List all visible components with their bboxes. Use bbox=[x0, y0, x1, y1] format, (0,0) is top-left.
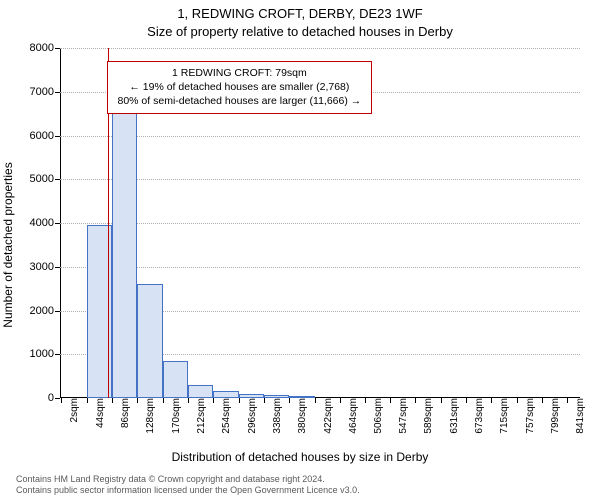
xtick-label: 254sqm bbox=[217, 398, 232, 434]
xtick-label: 631sqm bbox=[445, 398, 460, 434]
ytick-label: 5000 bbox=[30, 173, 60, 185]
gridline-y bbox=[60, 223, 580, 224]
xtick-label: 2sqm bbox=[65, 398, 80, 422]
chart-title: 1, REDWING CROFT, DERBY, DE23 1WF bbox=[0, 6, 600, 21]
ytick-label: 1000 bbox=[30, 348, 60, 360]
xtick-mark bbox=[137, 398, 138, 403]
ytick-label: 2000 bbox=[30, 305, 60, 317]
ytick-label: 3000 bbox=[30, 261, 60, 273]
chart-subtitle: Size of property relative to detached ho… bbox=[0, 24, 600, 39]
xtick-label: 212sqm bbox=[192, 398, 207, 434]
xtick-mark bbox=[340, 398, 341, 403]
xtick-label: 128sqm bbox=[141, 398, 156, 434]
xtick-mark bbox=[213, 398, 214, 403]
histogram-bar bbox=[137, 284, 162, 398]
xtick-mark bbox=[112, 398, 113, 403]
footer-line-1: Contains HM Land Registry data © Crown c… bbox=[16, 474, 325, 484]
xtick-label: 506sqm bbox=[369, 398, 384, 434]
gridline-y bbox=[60, 267, 580, 268]
xtick-label: 296sqm bbox=[243, 398, 258, 434]
xtick-mark bbox=[264, 398, 265, 403]
ytick-label: 6000 bbox=[30, 130, 60, 142]
xtick-mark bbox=[188, 398, 189, 403]
xtick-label: 799sqm bbox=[546, 398, 561, 434]
footer-line-2: Contains public sector information licen… bbox=[16, 485, 360, 495]
histogram-bar bbox=[163, 361, 188, 398]
ytick-label: 8000 bbox=[30, 42, 60, 54]
y-axis-label: Number of detached properties bbox=[1, 162, 15, 327]
xtick-mark bbox=[390, 398, 391, 403]
annotation-line: ← 19% of detached houses are smaller (2,… bbox=[116, 80, 363, 94]
xtick-label: 170sqm bbox=[167, 398, 182, 434]
xtick-label: 715sqm bbox=[495, 398, 510, 434]
histogram-bar bbox=[188, 385, 213, 398]
footer-attribution: Contains HM Land Registry data © Crown c… bbox=[16, 474, 592, 497]
gridline-y bbox=[60, 48, 580, 49]
xtick-mark bbox=[239, 398, 240, 403]
xtick-mark bbox=[441, 398, 442, 403]
xtick-label: 44sqm bbox=[91, 398, 106, 428]
xtick-label: 380sqm bbox=[293, 398, 308, 434]
xtick-mark bbox=[466, 398, 467, 403]
annotation-line: 80% of semi-detached houses are larger (… bbox=[116, 94, 363, 108]
xtick-label: 841sqm bbox=[571, 398, 586, 434]
xtick-mark bbox=[365, 398, 366, 403]
chart-container: 1, REDWING CROFT, DERBY, DE23 1WF Size o… bbox=[0, 0, 600, 500]
xtick-mark bbox=[491, 398, 492, 403]
annotation-box: 1 REDWING CROFT: 79sqm← 19% of detached … bbox=[107, 61, 372, 114]
xtick-mark bbox=[61, 398, 62, 403]
xtick-label: 338sqm bbox=[268, 398, 283, 434]
xtick-mark bbox=[517, 398, 518, 403]
xtick-label: 589sqm bbox=[419, 398, 434, 434]
xtick-mark bbox=[315, 398, 316, 403]
plot-area: 0100020003000400050006000700080002sqm44s… bbox=[60, 48, 580, 398]
xtick-mark bbox=[415, 398, 416, 403]
ytick-label: 4000 bbox=[30, 217, 60, 229]
xtick-mark bbox=[542, 398, 543, 403]
xtick-mark bbox=[567, 398, 568, 403]
histogram-bar bbox=[112, 103, 137, 398]
gridline-y bbox=[60, 136, 580, 137]
annotation-line: 1 REDWING CROFT: 79sqm bbox=[116, 66, 363, 80]
xtick-mark bbox=[87, 398, 88, 403]
xtick-label: 422sqm bbox=[319, 398, 334, 434]
x-axis-label: Distribution of detached houses by size … bbox=[0, 450, 600, 464]
ytick-label: 0 bbox=[48, 392, 60, 404]
ytick-label: 7000 bbox=[30, 86, 60, 98]
xtick-mark bbox=[163, 398, 164, 403]
xtick-label: 86sqm bbox=[116, 398, 131, 428]
xtick-mark bbox=[289, 398, 290, 403]
xtick-label: 757sqm bbox=[521, 398, 536, 434]
gridline-y bbox=[60, 179, 580, 180]
xtick-label: 547sqm bbox=[394, 398, 409, 434]
xtick-label: 464sqm bbox=[344, 398, 359, 434]
xtick-label: 673sqm bbox=[470, 398, 485, 434]
